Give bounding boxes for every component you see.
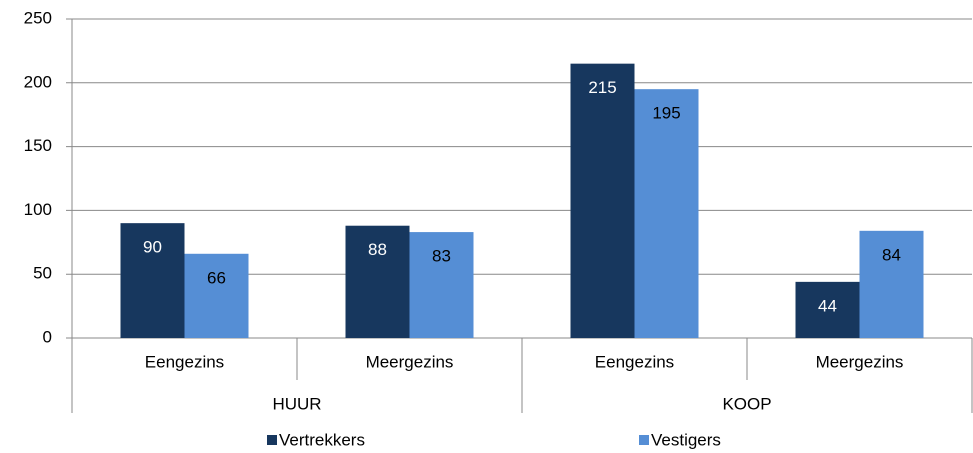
- data-label: 90: [143, 238, 162, 257]
- bar: [859, 230, 924, 338]
- group-label: KOOP: [722, 394, 771, 413]
- group-label: HUUR: [272, 394, 321, 413]
- data-label: 88: [368, 240, 387, 259]
- x-tick-label: Meergezins: [366, 352, 454, 371]
- legend-swatch: [267, 435, 277, 445]
- y-tick-label: 0: [43, 327, 52, 346]
- bar: [795, 281, 860, 338]
- y-tick-label: 150: [24, 136, 52, 155]
- legend-label: Vertrekkers: [279, 430, 365, 449]
- x-tick-label: Meergezins: [816, 352, 904, 371]
- bar: [570, 63, 635, 338]
- data-label: 83: [432, 247, 451, 266]
- data-label: 44: [818, 296, 837, 315]
- bar: [634, 89, 699, 339]
- y-tick-label: 250: [24, 8, 52, 27]
- y-tick-label: 50: [33, 264, 52, 283]
- y-tick-label: 100: [24, 200, 52, 219]
- x-tick-label: Eengezins: [595, 352, 674, 371]
- data-label: 195: [652, 104, 680, 123]
- bar: [120, 223, 185, 338]
- y-tick-label: 200: [24, 72, 52, 91]
- bar: [409, 232, 474, 338]
- legend-swatch: [639, 435, 649, 445]
- legend-label: Vestigers: [651, 430, 721, 449]
- data-label: 215: [588, 78, 616, 97]
- x-tick-label: Eengezins: [145, 352, 224, 371]
- data-label: 66: [207, 268, 226, 287]
- data-label: 84: [882, 245, 901, 264]
- bar: [345, 225, 410, 338]
- bar: [184, 253, 249, 338]
